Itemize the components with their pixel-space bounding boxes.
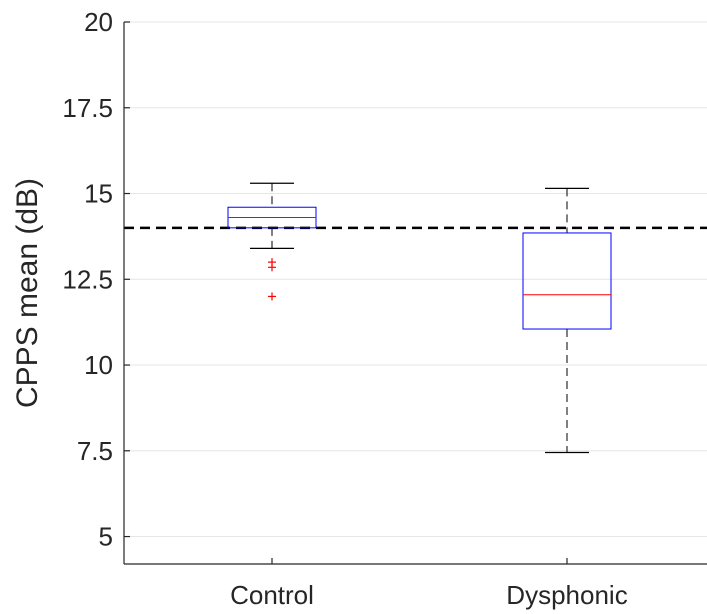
box-control [227, 182, 317, 301]
y-tick-label: 7.5 [77, 436, 113, 466]
outlier-marker [268, 292, 276, 301]
y-tick-label: 12.5 [62, 264, 113, 294]
boxes-group [227, 182, 612, 454]
iqr-box [522, 232, 612, 330]
outlier-marker [268, 263, 276, 272]
x-tick-label: Control [230, 580, 314, 610]
axes-group: 5 7.5 10 12.5 15 17.5 20 Control Dysphonic [62, 7, 707, 610]
box-dysphonic [522, 187, 612, 454]
grid-lines [124, 21, 707, 538]
y-tick-label: 15 [84, 179, 113, 209]
y-tick-label: 5 [99, 522, 113, 552]
y-tick-label: 17.5 [62, 93, 113, 123]
x-tick-label: Dysphonic [506, 580, 627, 610]
y-tick-label: 10 [84, 350, 113, 380]
y-tick-label: 20 [84, 7, 113, 37]
y-axis-title: CPPS mean (dB) [11, 178, 44, 408]
